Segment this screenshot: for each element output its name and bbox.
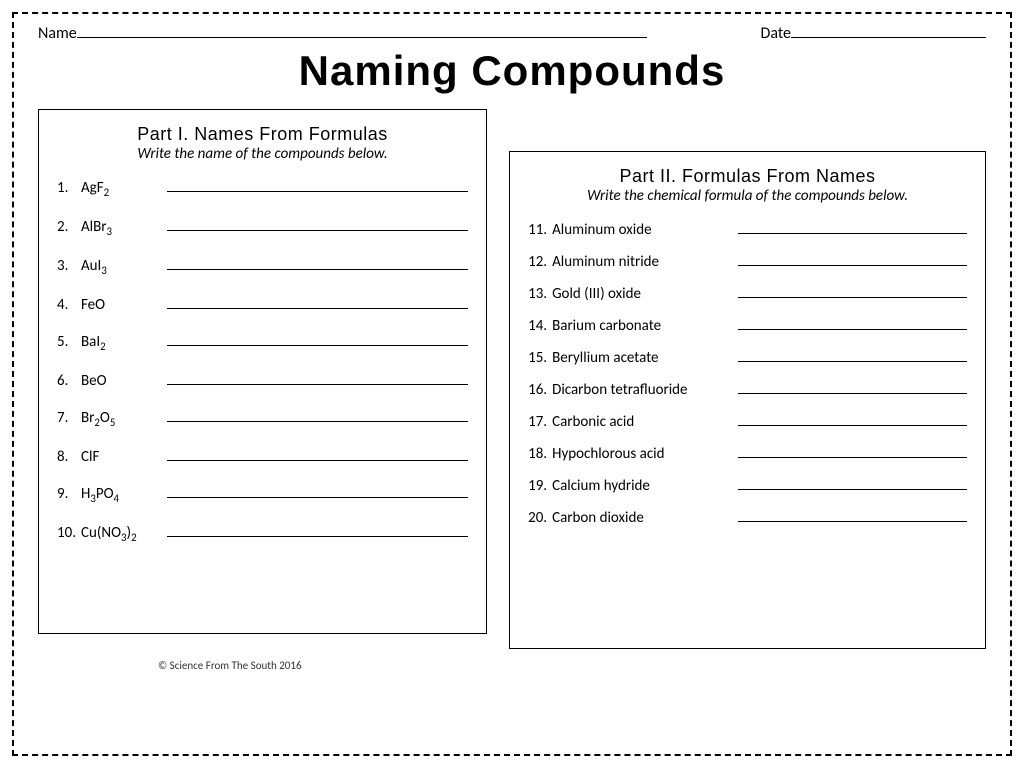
date-field: Date [760,24,986,43]
compound-name: Carbon dioxide [552,509,738,527]
part1-item: 2.AlBr3 [57,218,468,238]
item-number: 8. [57,448,81,466]
item-number: 11. [528,221,552,239]
part2-heading: Part II. Formulas From Names [528,166,967,187]
part2-item: 17.Carbonic acid [528,413,967,431]
answer-blank[interactable] [167,180,468,192]
compound-name: Barium carbonate [552,317,738,335]
item-number: 14. [528,317,552,335]
answer-blank[interactable] [167,258,468,270]
item-number: 12. [528,253,552,271]
part1-item: 4.FeO [57,296,468,314]
part1-subheading: Write the name of the compounds below. [57,145,468,163]
answer-blank[interactable] [738,414,967,426]
part1-item: 9.H3PO4 [57,485,468,505]
chemical-formula: Br2O5 [81,409,167,429]
answer-blank[interactable] [167,219,468,231]
date-label: Date [760,24,791,43]
worksheet-title: Naming Compounds [38,47,986,95]
part1-item: 10.Cu(NO3)2 [57,524,468,544]
answer-blank[interactable] [738,446,967,458]
part2-item: 14.Barium carbonate [528,317,967,335]
name-field: Name [38,24,647,43]
compound-name: Aluminum oxide [552,221,738,239]
chemical-formula: FeO [81,296,167,314]
answer-blank[interactable] [738,382,967,394]
item-number: 9. [57,485,81,503]
answer-blank[interactable] [738,254,967,266]
answer-blank[interactable] [738,478,967,490]
compound-name: Dicarbon tetrafluoride [552,381,738,399]
part2-subheading: Write the chemical formula of the compou… [528,187,967,205]
part1-item: 6.BeO [57,372,468,390]
chemical-formula: AgF2 [81,179,167,199]
chemical-formula: AuI3 [81,257,167,277]
columns: Part I. Names From Formulas Write the na… [38,109,986,649]
item-number: 7. [57,409,81,427]
answer-blank[interactable] [738,350,967,362]
chemical-formula: ClF [81,448,167,466]
chemical-formula: AlBr3 [81,218,167,238]
part2-item: 16.Dicarbon tetrafluoride [528,381,967,399]
chemical-formula: H3PO4 [81,485,167,505]
answer-blank[interactable] [738,286,967,298]
item-number: 10. [57,524,81,542]
chemical-formula: BaI2 [81,333,167,353]
item-number: 17. [528,413,552,431]
part2-item: 18.Hypochlorous acid [528,445,967,463]
item-number: 19. [528,477,552,495]
part1-list: 1.AgF2 2.AlBr3 3.AuI3 4.FeO 5.BaI2 6.BeO 7.Br2… [57,179,468,544]
compound-name: Beryllium acetate [552,349,738,367]
part2-item: 12.Aluminum nitride [528,253,967,271]
part2-item: 20.Carbon dioxide [528,509,967,527]
item-number: 16. [528,381,552,399]
answer-blank[interactable] [738,510,967,522]
item-number: 2. [57,218,81,236]
worksheet-frame: Name Date Naming Compounds Part I. Names… [12,12,1012,756]
name-blank-line[interactable] [77,24,647,38]
item-number: 4. [57,296,81,314]
compound-name: Calcium hydride [552,477,738,495]
item-number: 20. [528,509,552,527]
answer-blank[interactable] [167,486,468,498]
answer-blank[interactable] [167,525,468,537]
copyright-footer: © Science From The South 2016 [158,659,986,672]
part1-item: 1.AgF2 [57,179,468,199]
item-number: 15. [528,349,552,367]
part2-item: 13.Gold (III) oxide [528,285,967,303]
item-number: 3. [57,257,81,275]
chemical-formula: Cu(NO3)2 [81,524,167,544]
item-number: 18. [528,445,552,463]
part1-heading: Part I. Names From Formulas [57,124,468,145]
part1-item: 8.ClF [57,448,468,466]
part2-item: 15.Beryllium acetate [528,349,967,367]
answer-blank[interactable] [738,318,967,330]
answer-blank[interactable] [167,297,468,309]
part1-item: 3.AuI3 [57,257,468,277]
compound-name: Hypochlorous acid [552,445,738,463]
answer-blank[interactable] [167,449,468,461]
part2-list: 11.Aluminum oxide12.Aluminum nitride13.G… [528,221,967,527]
answer-blank[interactable] [167,410,468,422]
compound-name: Gold (III) oxide [552,285,738,303]
part1-item: 7.Br2O5 [57,409,468,429]
name-label: Name [38,24,77,43]
item-number: 6. [57,372,81,390]
header-row: Name Date [38,24,986,43]
item-number: 1. [57,179,81,197]
item-number: 5. [57,333,81,351]
part2-panel: Part II. Formulas From Names Write the c… [509,151,986,649]
compound-name: Carbonic acid [552,413,738,431]
answer-blank[interactable] [167,373,468,385]
part1-panel: Part I. Names From Formulas Write the na… [38,109,487,634]
answer-blank[interactable] [738,222,967,234]
date-blank-line[interactable] [791,24,986,38]
compound-name: Aluminum nitride [552,253,738,271]
part1-item: 5.BaI2 [57,333,468,353]
part2-item: 11.Aluminum oxide [528,221,967,239]
item-number: 13. [528,285,552,303]
answer-blank[interactable] [167,334,468,346]
part2-item: 19.Calcium hydride [528,477,967,495]
chemical-formula: BeO [81,372,167,390]
